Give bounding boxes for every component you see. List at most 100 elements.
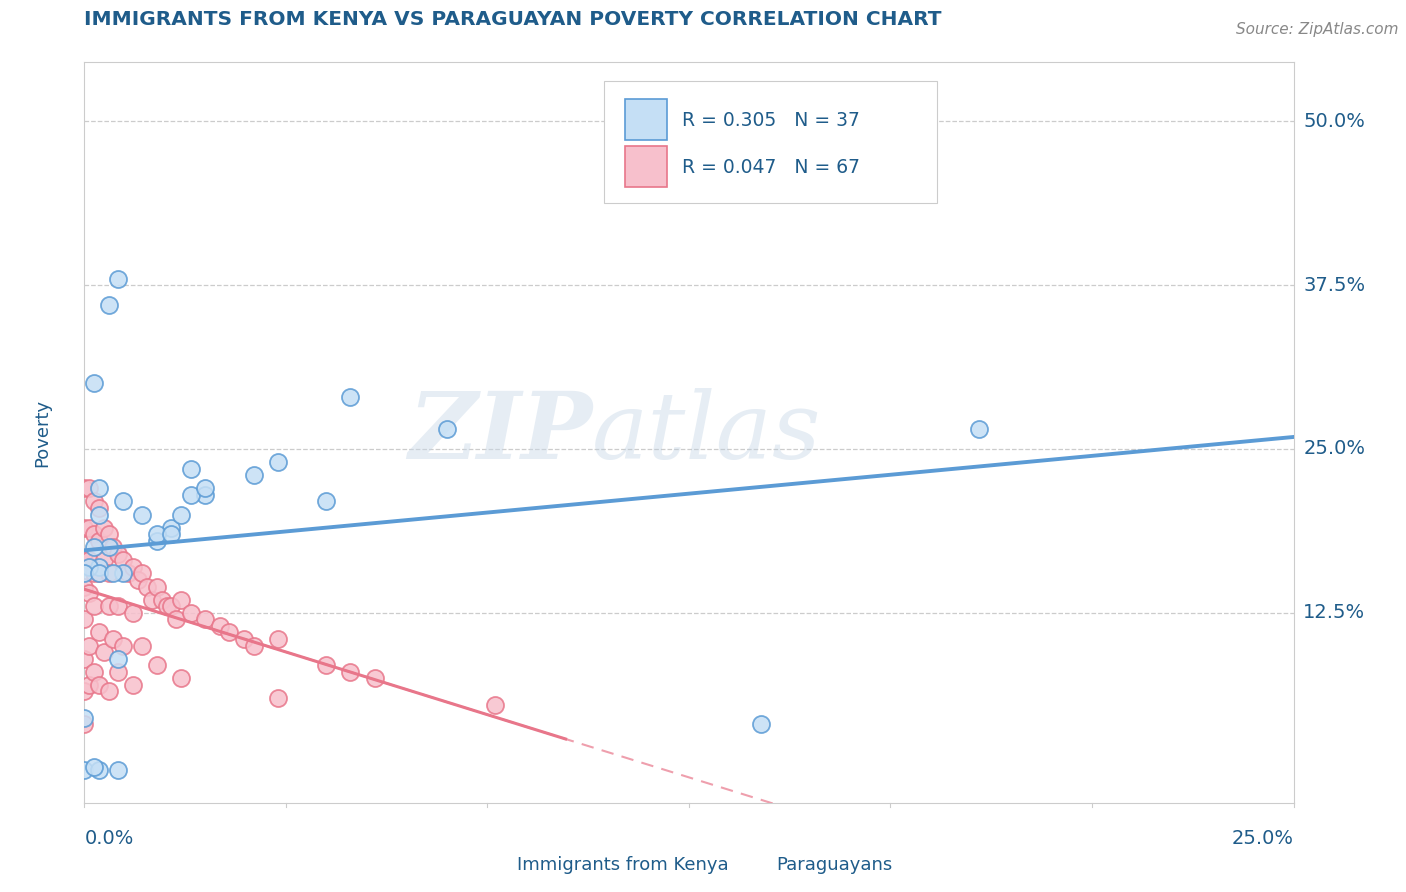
- Text: R = 0.047   N = 67: R = 0.047 N = 67: [682, 158, 859, 178]
- Point: [131, 566, 153, 581]
- Point: [77, 481, 100, 495]
- Point: [73, 763, 96, 777]
- Point: [484, 698, 506, 712]
- Point: [77, 678, 100, 692]
- Point: [146, 533, 169, 548]
- Point: [315, 494, 337, 508]
- Point: [112, 639, 135, 653]
- Point: [194, 481, 217, 495]
- Point: [97, 566, 120, 581]
- Point: [83, 599, 105, 614]
- Point: [150, 592, 173, 607]
- Point: [87, 678, 110, 692]
- Point: [233, 632, 256, 646]
- Point: [121, 606, 143, 620]
- Point: [83, 665, 105, 679]
- Point: [83, 760, 105, 774]
- Point: [83, 376, 105, 391]
- Point: [194, 488, 217, 502]
- Point: [131, 508, 153, 522]
- Point: [97, 527, 120, 541]
- Point: [97, 541, 120, 555]
- Point: [141, 592, 163, 607]
- Point: [83, 541, 105, 555]
- Point: [73, 553, 96, 567]
- Point: [112, 553, 135, 567]
- Point: [73, 521, 96, 535]
- Text: 50.0%: 50.0%: [1303, 112, 1365, 131]
- Point: [315, 658, 337, 673]
- Point: [107, 665, 129, 679]
- Point: [180, 606, 202, 620]
- FancyBboxPatch shape: [624, 99, 668, 140]
- Point: [146, 580, 169, 594]
- Point: [83, 494, 105, 508]
- Point: [165, 612, 187, 626]
- Point: [73, 651, 96, 665]
- Point: [97, 684, 120, 698]
- Point: [267, 690, 290, 705]
- FancyBboxPatch shape: [735, 855, 769, 875]
- Point: [107, 651, 129, 665]
- Point: [112, 494, 135, 508]
- Point: [160, 527, 183, 541]
- Text: ZIP: ZIP: [408, 388, 592, 477]
- Text: 25.0%: 25.0%: [1232, 829, 1294, 847]
- Text: 12.5%: 12.5%: [1303, 603, 1365, 623]
- Point: [73, 481, 96, 495]
- Point: [87, 625, 110, 640]
- Point: [97, 599, 120, 614]
- Point: [87, 566, 110, 581]
- Point: [103, 541, 125, 555]
- FancyBboxPatch shape: [478, 855, 512, 875]
- Point: [77, 553, 100, 567]
- Point: [267, 455, 290, 469]
- Text: R = 0.305   N = 37: R = 0.305 N = 37: [682, 111, 859, 129]
- Point: [103, 566, 125, 581]
- Point: [97, 298, 120, 312]
- Point: [155, 599, 177, 614]
- Point: [436, 422, 458, 436]
- Point: [127, 573, 149, 587]
- Point: [83, 527, 105, 541]
- Point: [83, 566, 105, 581]
- Point: [87, 508, 110, 522]
- Point: [87, 500, 110, 515]
- Point: [160, 521, 183, 535]
- Point: [121, 560, 143, 574]
- Point: [131, 639, 153, 653]
- Point: [73, 684, 96, 698]
- Point: [339, 665, 361, 679]
- Point: [170, 592, 193, 607]
- Point: [73, 612, 96, 626]
- Text: 0.0%: 0.0%: [84, 829, 134, 847]
- Text: Immigrants from Kenya: Immigrants from Kenya: [517, 856, 728, 874]
- Point: [242, 468, 264, 483]
- Point: [136, 580, 159, 594]
- Point: [180, 488, 202, 502]
- Point: [77, 586, 100, 600]
- Point: [77, 560, 100, 574]
- Point: [73, 580, 96, 594]
- Text: 37.5%: 37.5%: [1303, 276, 1365, 294]
- Point: [208, 619, 231, 633]
- Point: [107, 547, 129, 561]
- Point: [77, 639, 100, 653]
- Point: [146, 527, 169, 541]
- FancyBboxPatch shape: [605, 81, 936, 203]
- Text: IMMIGRANTS FROM KENYA VS PARAGUAYAN POVERTY CORRELATION CHART: IMMIGRANTS FROM KENYA VS PARAGUAYAN POVE…: [84, 10, 942, 29]
- Point: [103, 632, 125, 646]
- Point: [93, 553, 115, 567]
- Point: [267, 632, 290, 646]
- Point: [180, 461, 202, 475]
- Point: [87, 560, 110, 574]
- Point: [170, 508, 193, 522]
- Text: Source: ZipAtlas.com: Source: ZipAtlas.com: [1236, 22, 1399, 37]
- Point: [87, 566, 110, 581]
- Point: [112, 566, 135, 581]
- Point: [121, 678, 143, 692]
- Point: [363, 671, 385, 685]
- Point: [93, 645, 115, 659]
- Point: [194, 612, 217, 626]
- FancyBboxPatch shape: [624, 146, 668, 186]
